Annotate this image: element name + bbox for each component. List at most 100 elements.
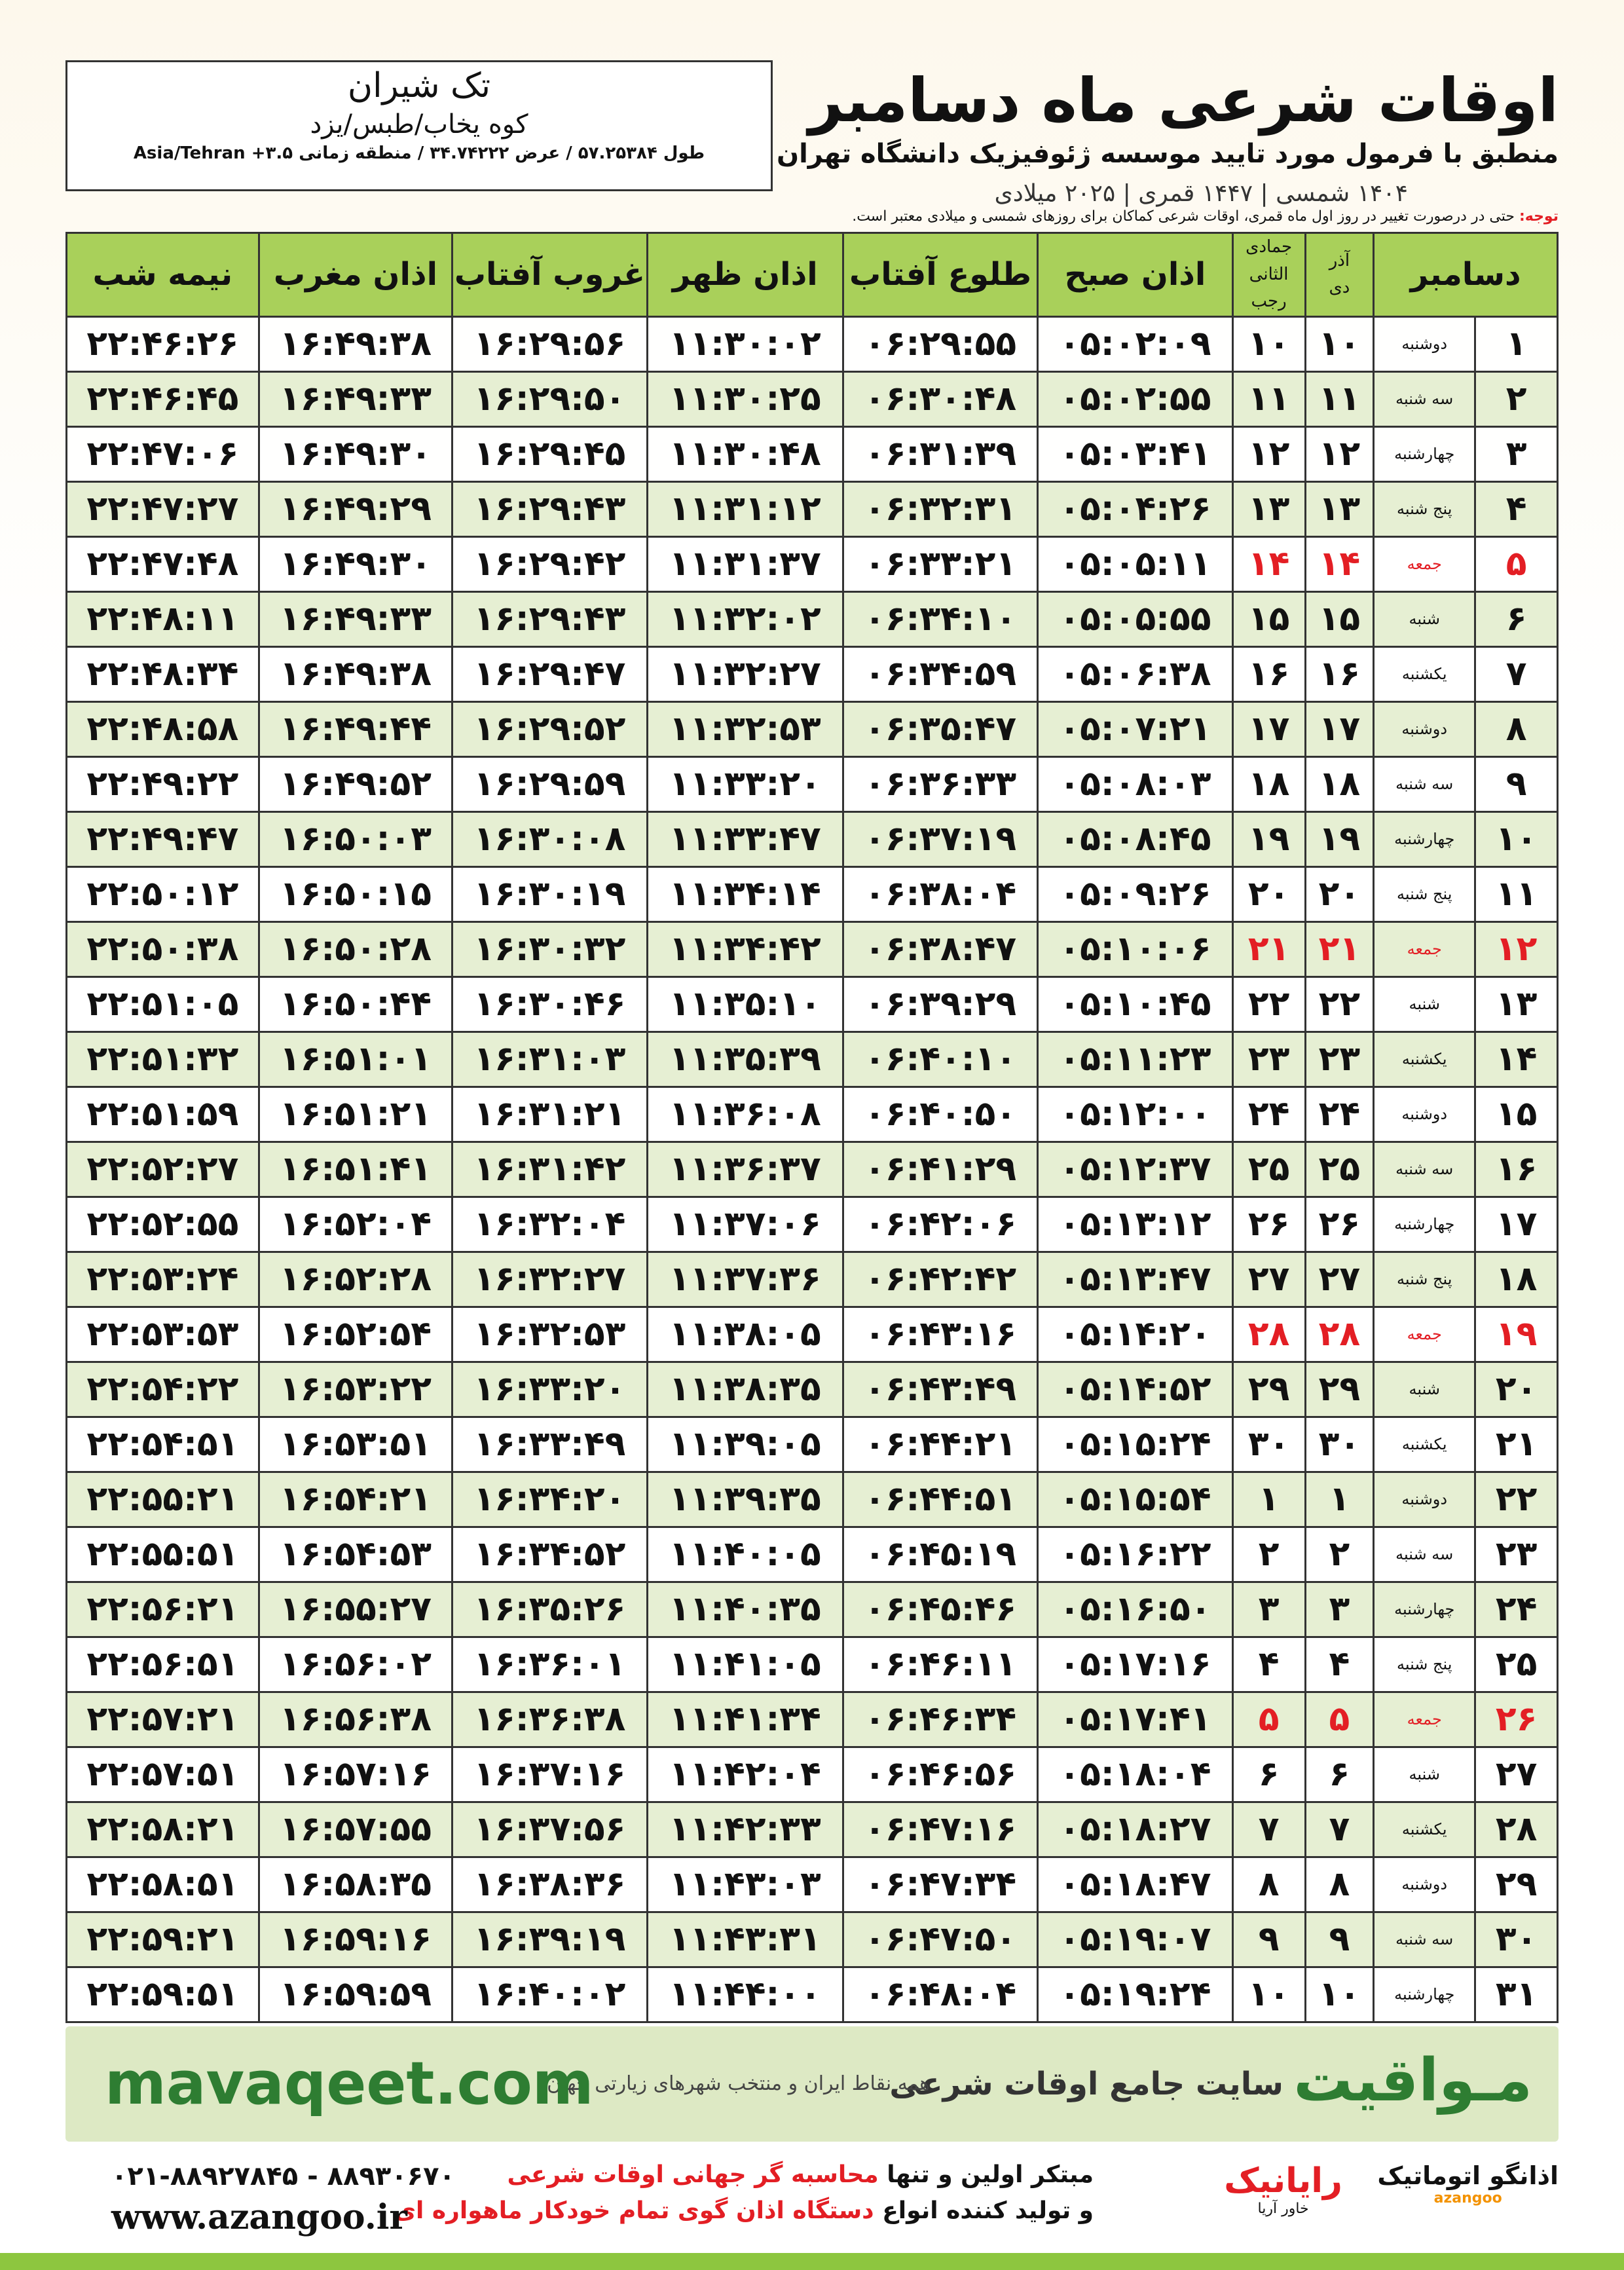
row: ۲۰ شنبه ۲۹ ۲۹ ۰۵:۱۴:۵۲ ۰۶:۴۳:۴۹ ۱۱:۳۸:۳۵ ۱۶:۳۳:… <box>65 1360 1559 1418</box>
cell: ۱۶:۳۴:۵۲ <box>451 1525 648 1583</box>
brand: مـواقیت <box>1293 2046 1532 2115</box>
cell: ۱۱ <box>1474 865 1559 923</box>
cell: ۰۶:۴۴:۲۱ <box>841 1415 1039 1473</box>
cell: ۲۲:۵۱:۰۵ <box>65 975 260 1033</box>
weekday: پنج شنبه <box>1373 1250 1477 1308</box>
cell: ۰۶:۴۷:۵۰ <box>841 1910 1039 1968</box>
header-bottom: دی <box>1329 278 1350 298</box>
cell: ۱۶:۵۷:۱۶ <box>257 1745 454 1803</box>
cell: ۰۵:۱۳:۴۷ <box>1037 1250 1234 1308</box>
weekday: دوشنبه <box>1373 700 1477 758</box>
cell: ۰۵:۰۸:۴۵ <box>1037 810 1234 868</box>
cell: ۲۲:۵۸:۲۱ <box>65 1800 260 1858</box>
cell: ۱۶:۵۱:۴۱ <box>257 1140 454 1198</box>
cell: ۰۶:۴۳:۱۶ <box>841 1305 1039 1363</box>
cell: ۱۶:۳۱:۰۳ <box>451 1030 648 1088</box>
cell: ۱۶:۳۰:۴۶ <box>451 975 648 1033</box>
weekday: سه شنبه <box>1373 370 1477 428</box>
cell: ۱۶ <box>1474 1140 1559 1198</box>
column-header: غروب آفتاب <box>451 232 648 318</box>
cell: ۱۶:۳۲:۲۷ <box>451 1250 648 1308</box>
weekday: یکشنبه <box>1373 1415 1477 1473</box>
cell: ۱۶:۳۷:۵۶ <box>451 1800 648 1858</box>
cell: ۳۱ <box>1474 1965 1559 2023</box>
row: ۲۳ سه شنبه ۲ ۲ ۰۵:۱۶:۲۲ ۰۶:۴۵:۱۹ ۱۱:۴۰:۰۵ ۱۶:۳۴… <box>65 1525 1559 1583</box>
cell: ۱۶:۲۹:۵۹ <box>451 755 648 813</box>
cell: ۲۷ <box>1231 1250 1306 1308</box>
cell: ۲۶ <box>1304 1195 1375 1253</box>
cell: ۱۶:۵۰:۲۸ <box>257 920 454 978</box>
cell: ۱۱ <box>1304 370 1375 428</box>
cell: ۱۷ <box>1474 1195 1559 1253</box>
cell: ۰۶:۳۵:۴۷ <box>841 700 1039 758</box>
cell: ۱۰ <box>1231 1965 1306 2023</box>
weekday: دوشنبه <box>1373 1085 1477 1143</box>
cell: ۲ <box>1231 1525 1306 1583</box>
cell: ۱۷ <box>1304 700 1375 758</box>
cell: ۱۶:۴۹:۳۰ <box>257 425 454 483</box>
cell: ۱۶:۵۲:۵۴ <box>257 1305 454 1363</box>
column-header: دسامبر <box>1373 232 1559 318</box>
note-label: توجه: <box>1519 208 1559 225</box>
cell: ۱۱:۳۷:۳۶ <box>646 1250 844 1308</box>
cell: ۰۶:۴۵:۱۹ <box>841 1525 1039 1583</box>
cell: ۱۱:۳۰:۰۲ <box>646 315 844 373</box>
cell: ۰۵:۰۷:۲۱ <box>1037 700 1234 758</box>
cell: ۱۱:۳۵:۳۹ <box>646 1030 844 1088</box>
cell: ۲۲ <box>1474 1470 1559 1528</box>
cell: ۰۵:۱۸:۴۷ <box>1037 1855 1234 1913</box>
cell: ۲۰ <box>1304 865 1375 923</box>
footer-line: و تولید کننده انواع دستگاه اذان گوی تمام… <box>394 2197 1094 2224</box>
weekday: چهارشنبه <box>1373 1580 1477 1638</box>
cell: ۰۶:۴۷:۱۶ <box>841 1800 1039 1858</box>
row: ۳ چهارشنبه ۱۲ ۱۲ ۰۵:۰۳:۴۱ ۰۶:۳۱:۳۹ ۱۱:۳۰:۴۸ ۱۶:… <box>65 425 1559 483</box>
cell: ۷ <box>1231 1800 1306 1858</box>
cell: ۰۵:۱۴:۵۲ <box>1037 1360 1234 1418</box>
cell: ۱۶:۲۹:۵۰ <box>451 370 648 428</box>
row: ۶ شنبه ۱۵ ۱۵ ۰۵:۰۵:۵۵ ۰۶:۳۴:۱۰ ۱۱:۳۲:۰۲ ۱۶:۲۹:۴… <box>65 590 1559 648</box>
cell: ۲۲:۴۷:۴۸ <box>65 535 260 593</box>
cell: ۱۱:۳۴:۴۲ <box>646 920 844 978</box>
cell: ۱۱:۴۱:۰۵ <box>646 1635 844 1693</box>
cell: ۱۲ <box>1474 920 1559 978</box>
cell: ۲۲ <box>1304 975 1375 1033</box>
row: ۱۸ پنج شنبه ۲۷ ۲۷ ۰۵:۱۳:۴۷ ۰۶:۴۲:۴۲ ۱۱:۳۷:۳۶ ۱۶… <box>65 1250 1559 1308</box>
row: ۱۵ دوشنبه ۲۴ ۲۴ ۰۵:۱۲:۰۰ ۰۶:۴۰:۵۰ ۱۱:۳۶:۰۸ ۱۶:۳… <box>65 1085 1559 1143</box>
cell: ۱۶:۵۳:۲۲ <box>257 1360 454 1418</box>
cell: ۲ <box>1474 370 1559 428</box>
cell: ۰۵:۰۸:۰۳ <box>1037 755 1234 813</box>
cell: ۱۰ <box>1304 1965 1375 2023</box>
cell: ۱۶:۳۳:۲۰ <box>451 1360 648 1418</box>
weekday: جمعه <box>1373 1305 1477 1363</box>
weekday: شنبه <box>1373 1745 1477 1803</box>
cell: ۲۲:۵۴:۵۱ <box>65 1415 260 1473</box>
weekday: شنبه <box>1373 590 1477 648</box>
cell: ۰۶:۳۰:۴۸ <box>841 370 1039 428</box>
cell: ۰۶:۴۵:۴۶ <box>841 1580 1039 1638</box>
cell: ۱۱:۴۱:۳۴ <box>646 1690 844 1748</box>
cell: ۱ <box>1474 315 1559 373</box>
header-bottom: رجب <box>1251 291 1287 312</box>
cell: ۰۵:۱۹:۲۴ <box>1037 1965 1234 2023</box>
location-box: تک شیران کوه یخاب/طبس/یزد طول ۵۷.۲۵۳۸۴ /… <box>65 60 773 191</box>
cell: ۲۵ <box>1231 1140 1306 1198</box>
cell: ۱۱:۳۶:۰۸ <box>646 1085 844 1143</box>
url: mavaqeet.com <box>105 2049 594 2118</box>
row: ۲ سه شنبه ۱۱ ۱۱ ۰۵:۰۲:۵۵ ۰۶:۳۰:۴۸ ۱۱:۳۰:۲۵ ۱۶:۲… <box>65 370 1559 428</box>
cell: ۱۱:۳۳:۴۷ <box>646 810 844 868</box>
cell: ۲۲:۴۹:۲۲ <box>65 755 260 813</box>
cell: ۰۶:۴۶:۵۶ <box>841 1745 1039 1803</box>
cell: ۱۱:۴۲:۰۴ <box>646 1745 844 1803</box>
cell: ۱۶:۳۲:۵۳ <box>451 1305 648 1363</box>
row: ۷ یکشنبه ۱۶ ۱۶ ۰۵:۰۶:۳۸ ۰۶:۳۴:۵۹ ۱۱:۳۲:۲۷ ۱۶:۲۹… <box>65 645 1559 703</box>
cell: ۲۱ <box>1304 920 1375 978</box>
cell: ۵ <box>1304 1690 1375 1748</box>
weekday: پنج شنبه <box>1373 480 1477 538</box>
cell: ۵ <box>1474 535 1559 593</box>
cell: ۲۲:۴۷:۲۷ <box>65 480 260 538</box>
cell: ۱۶:۳۳:۴۹ <box>451 1415 648 1473</box>
weekday: پنج شنبه <box>1373 865 1477 923</box>
column-header: آذر دی <box>1304 232 1375 318</box>
logo-azangoo: اذانگو اتوماتیک azangoo <box>1377 2161 1559 2206</box>
cell: ۲۲:۴۸:۱۱ <box>65 590 260 648</box>
